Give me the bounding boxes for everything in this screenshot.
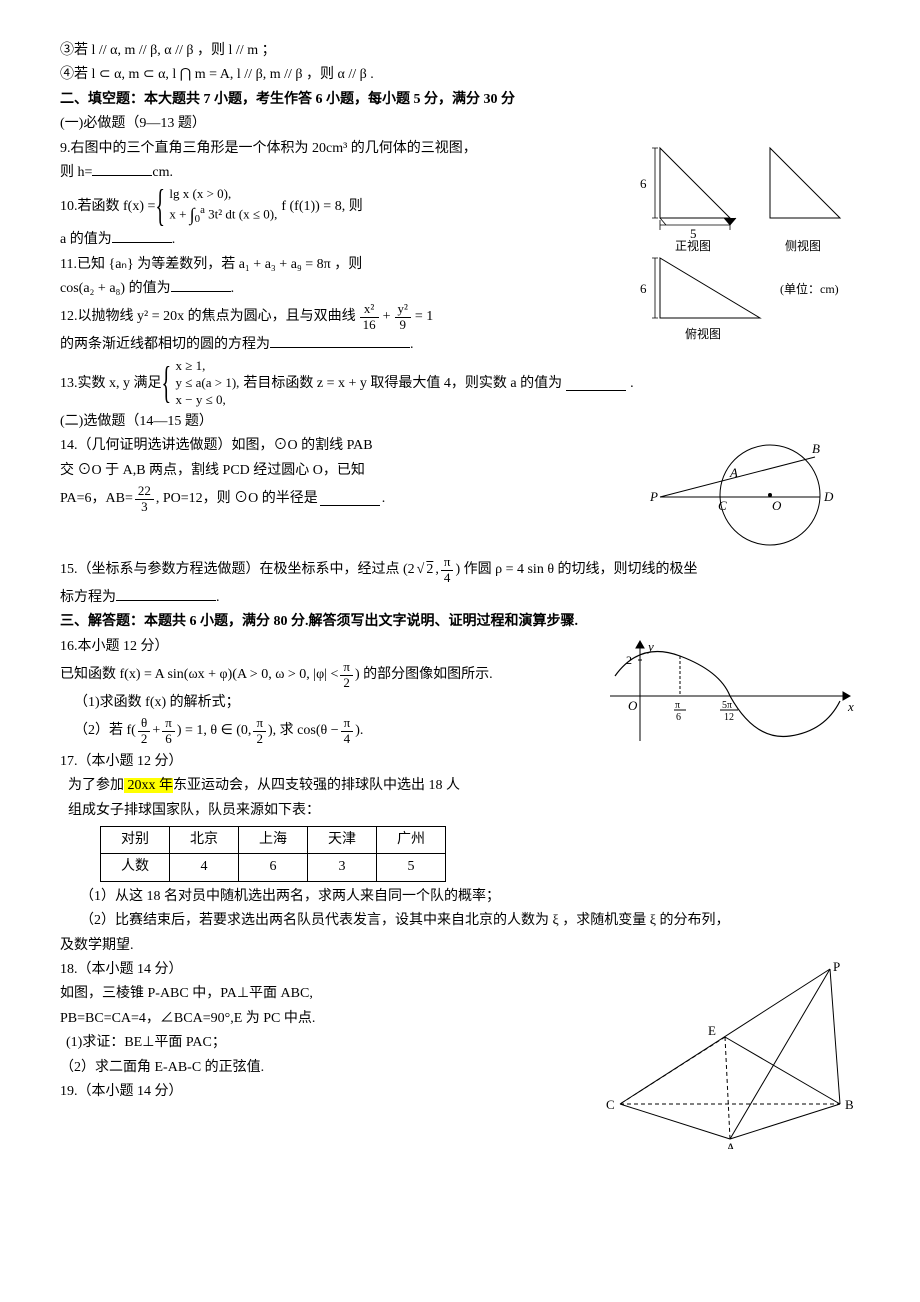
svg-text:π: π: [675, 700, 680, 711]
q17-line1: 为了参加 20xx 年东亚运动会，从四支较强的排球队中选出 18 人: [60, 775, 860, 797]
svg-text:侧视图: 侧视图: [785, 238, 821, 253]
three-views-figure: 6 5 正视图 侧视图 6 (单位：cm) 俯视图: [630, 138, 860, 359]
q17-sub2: （2）比赛结束后，若要求选出两名队员代表发言，设其中来自北京的人数为 ξ ，求随…: [60, 910, 860, 932]
item-4: ④若 l ⊂ α, m ⊂ α, l ⋂ m = A, l // β, m //…: [60, 64, 860, 86]
must-do-heading: (一)必做题（9—13 题）: [60, 113, 860, 135]
q17-sub3: 及数学期望.: [60, 935, 860, 957]
q16-block: 16.本小题 12 分） 已知函数 f(x) = A sin(ωx + φ)(A…: [60, 636, 860, 751]
svg-text:(单位：cm): (单位：cm): [780, 281, 839, 296]
q14-block: 14.（几何证明选讲选做题）如图，⊙O 的割线 PAB 交 ⊙O 于 A,B 两…: [60, 435, 860, 555]
q9-line1: 9.右图中的三个直角三角形是一个体积为 20cm³ 的几何体的三视图，: [60, 138, 620, 160]
svg-text:P: P: [833, 959, 840, 974]
optional-heading: (二)选做题（14—15 题）: [60, 411, 860, 433]
q17-head: 17.（本小题 12 分）: [60, 751, 860, 773]
page-content: ③若 l // α, m // β, α // β ，则 l // m ； ④若…: [60, 40, 860, 1149]
svg-text:E: E: [708, 1023, 716, 1038]
svg-text:正视图: 正视图: [675, 238, 711, 253]
svg-text:6: 6: [640, 176, 647, 191]
circle-figure: P A B C D O: [640, 435, 860, 555]
pyramid-figure: P A B C E: [600, 959, 860, 1149]
svg-text:6: 6: [640, 281, 647, 296]
q12-line2: 的两条渐近线都相切的圆的方程为.: [60, 334, 620, 356]
svg-text:A: A: [729, 465, 738, 480]
q12-line1: 12.以抛物线 y² = 20x 的焦点为圆心，且与双曲线 x²16 + y²9…: [60, 302, 620, 332]
svg-text:O: O: [628, 698, 638, 713]
team-table: 对别北京上海天津广州 人数4635: [100, 826, 446, 882]
svg-text:12: 12: [724, 712, 734, 723]
q10-line1: 10.若函数 f(x) = lg x (x > 0), x + ∫0a 3t² …: [60, 186, 620, 227]
q15-line1: 15.（坐标系与参数方程选做题）在极坐标系中，经过点 (2√2, π4 ) 作圆…: [60, 555, 860, 585]
q13: 13.实数 x, y 满足 x ≥ 1, y ≤ a(a > 1), x − y…: [60, 358, 860, 409]
svg-text:C: C: [606, 1097, 615, 1112]
q11-line2: cos(a₂ + a₈) 的值为.: [60, 278, 620, 300]
svg-text:O: O: [772, 498, 782, 513]
svg-text:2: 2: [626, 653, 632, 667]
q9-to-q12-block: 9.右图中的三个直角三角形是一个体积为 20cm³ 的几何体的三视图， 则 h=…: [60, 138, 860, 359]
svg-text:x: x: [847, 699, 854, 714]
svg-text:B: B: [812, 441, 820, 456]
svg-text:y: y: [646, 639, 654, 654]
svg-text:P: P: [649, 489, 658, 504]
q15-line2: 标方程为.: [60, 587, 860, 609]
svg-text:D: D: [823, 489, 834, 504]
svg-text:5π: 5π: [722, 700, 732, 711]
sine-graph-figure: y x 2 O π6 5π12: [600, 636, 860, 751]
q11-line1: 11.已知 {aₙ} 为等差数列，若 a₁ + a₃ + a₉ = 8π ，则: [60, 254, 620, 276]
section-3-heading: 三、解答题：本题共 6 小题，满分 80 分.解答须写出文字说明、证明过程和演算…: [60, 611, 860, 633]
svg-text:俯视图: 俯视图: [685, 326, 721, 341]
item-3: ③若 l // α, m // β, α // β ，则 l // m ；: [60, 40, 860, 62]
section-2-heading: 二、填空题：本大题共 7 小题，考生作答 6 小题，每小题 5 分，满分 30 …: [60, 89, 860, 111]
svg-text:A: A: [726, 1140, 736, 1149]
q17-line2: 组成女子排球国家队，队员来源如下表：: [60, 800, 860, 822]
svg-text:C: C: [718, 498, 727, 513]
svg-text:B: B: [845, 1097, 854, 1112]
q17-sub1: （1）从这 18 名对员中随机选出两名，求两人来自同一个队的概率；: [60, 886, 860, 908]
svg-text:6: 6: [676, 712, 681, 723]
q18-block: 18.（本小题 14 分） 如图，三棱锥 P-ABC 中，PA⊥平面 ABC, …: [60, 959, 860, 1149]
q10-line2: a 的值为.: [60, 229, 620, 251]
q9-line2: 则 h=cm.: [60, 162, 620, 184]
